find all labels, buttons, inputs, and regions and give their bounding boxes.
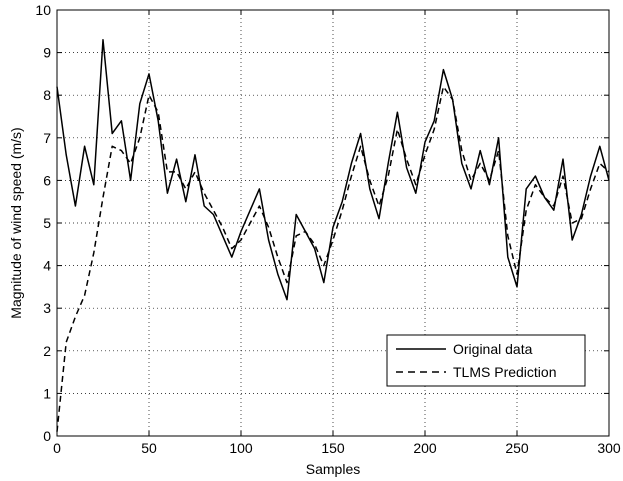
y-tick-label: 6 [43,172,51,188]
x-tick-label: 300 [597,440,621,456]
legend-label-tlms: TLMS Prediction [453,364,556,380]
y-tick-label: 10 [35,2,51,18]
series-tlms-prediction-line [56,85,610,432]
x-tick-labels: 0 50 100 150 200 250 300 [53,440,621,456]
y-tick-label: 1 [43,385,51,401]
y-tick-label: 7 [43,130,51,146]
series-layer [56,39,610,432]
y-tick-label: 4 [43,258,51,274]
x-axis-label: Samples [306,461,360,477]
series-original-data-line [56,39,610,301]
y-tick-label: 0 [43,428,51,444]
y-tick-label: 9 [43,45,51,61]
legend-box [386,334,586,387]
y-tick-label: 8 [43,87,51,103]
x-tick-label: 100 [229,440,253,456]
axis-ticks [56,9,610,437]
x-tick-label: 200 [413,440,437,456]
x-tick-label: 50 [141,440,157,456]
legend: Original data TLMS Prediction [386,334,586,387]
grid [57,10,609,436]
y-tick-labels: 0 1 2 3 4 5 6 7 8 9 10 [35,2,51,444]
x-tick-label: 0 [53,440,61,456]
y-axis-label: Magnitude of wind speed (m/s) [8,127,24,318]
y-tick-label: 5 [43,215,51,231]
x-tick-label: 250 [505,440,529,456]
y-tick-label: 3 [43,300,51,316]
y-tick-label: 2 [43,343,51,359]
legend-label-original: Original data [453,341,533,357]
x-tick-label: 150 [321,440,345,456]
